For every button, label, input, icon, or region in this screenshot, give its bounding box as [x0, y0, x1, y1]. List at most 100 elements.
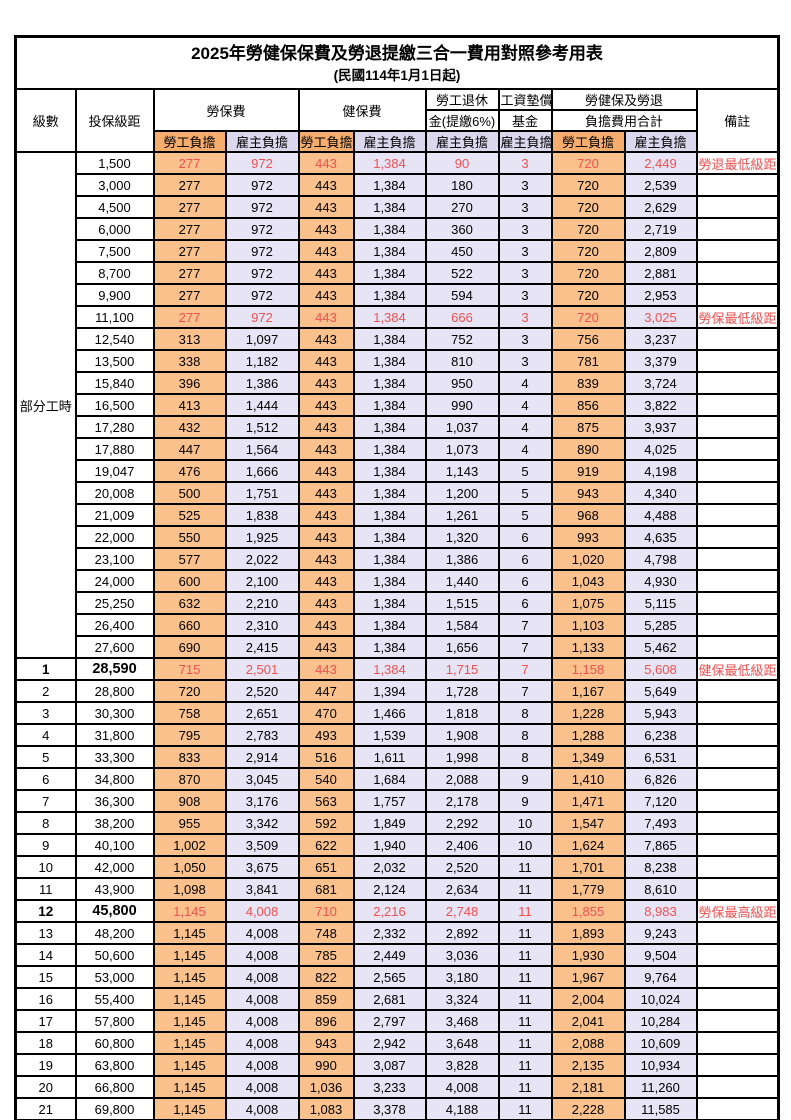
table-row: 4 31,800 795 2,783 493 1,539 1,908 8 1,288 6,238: [14, 723, 780, 747]
health-employer-cell: 1,384: [352, 657, 427, 681]
pension-employer-cell: 594: [424, 283, 500, 307]
labor-employee-cell: 396: [152, 371, 227, 395]
total-employee-cell: 1,410: [550, 767, 626, 791]
total-employer-cell: 6,238: [623, 723, 698, 747]
table-row: 18 60,800 1,145 4,008 943 2,942 3,648 11 2,088 10…: [14, 1031, 780, 1055]
header-bracket: 投保級距: [74, 88, 155, 153]
health-employer-cell: 1,757: [352, 789, 427, 813]
level-cell: 12: [14, 899, 77, 923]
labor-employer-cell: 1,666: [224, 459, 300, 483]
health-employee-cell: 443: [297, 437, 355, 461]
health-employer-cell: 2,332: [352, 921, 427, 945]
bracket-cell: 28,800: [74, 679, 155, 703]
pension-employer-cell: 2,088: [424, 767, 500, 791]
pension-employer-cell: 1,261: [424, 503, 500, 527]
header-wage-fund-line1: 工資墊償: [497, 88, 553, 111]
total-employer-cell: 8,610: [623, 877, 698, 901]
health-employee-cell: 443: [297, 371, 355, 395]
remark-cell: [695, 943, 780, 967]
total-employee-cell: 993: [550, 525, 626, 549]
bracket-cell: 66,800: [74, 1075, 155, 1099]
health-employer-cell: 2,449: [352, 943, 427, 967]
remark-cell: [695, 261, 780, 285]
total-employer-cell: 10,024: [623, 987, 698, 1011]
labor-employer-cell: 4,008: [224, 1075, 300, 1099]
total-employee-cell: 2,041: [550, 1009, 626, 1033]
bracket-cell: 20,008: [74, 481, 155, 505]
wage-fund-employer-cell: 7: [497, 613, 553, 637]
wage-fund-employer-cell: 7: [497, 635, 553, 659]
pension-employer-cell: 990: [424, 393, 500, 417]
health-employee-cell: 748: [297, 921, 355, 945]
labor-employer-cell: 3,342: [224, 811, 300, 835]
health-employee-cell: 540: [297, 767, 355, 791]
remark-cell: [695, 877, 780, 901]
labor-employee-cell: 1,145: [152, 1009, 227, 1033]
table-row: 23,100 577 2,022 443 1,384 1,386 6 1,020 4,798: [16, 547, 780, 571]
wage-fund-employer-cell: 4: [497, 371, 553, 395]
total-employee-cell: 1,020: [550, 547, 626, 571]
level-cell: 6: [14, 767, 77, 791]
total-employee-cell: 2,228: [550, 1097, 626, 1120]
table-row: 9 40,100 1,002 3,509 622 1,940 2,406 10 1,624 7,8…: [14, 833, 780, 857]
total-employer-cell: 7,120: [623, 789, 698, 813]
labor-employee-cell: 660: [152, 613, 227, 637]
total-employee-cell: 1,075: [550, 591, 626, 615]
health-employee-cell: 443: [297, 261, 355, 285]
total-employer-cell: 4,198: [623, 459, 698, 483]
bracket-cell: 23,100: [74, 547, 155, 571]
table-row: 13 48,200 1,145 4,008 748 2,332 2,892 11 1,893 9,…: [14, 921, 780, 945]
pension-employer-cell: 3,648: [424, 1031, 500, 1055]
wage-fund-employer-cell: 8: [497, 701, 553, 725]
remark-cell: [695, 833, 780, 857]
health-employer-cell: 1,384: [352, 591, 427, 615]
total-employee-cell: 1,158: [550, 657, 626, 681]
total-employer-cell: 6,826: [623, 767, 698, 791]
total-employer-cell: 6,531: [623, 745, 698, 769]
total-employee-cell: 1,133: [550, 635, 626, 659]
remark-cell: [695, 811, 780, 835]
total-employer-cell: 9,764: [623, 965, 698, 989]
labor-employee-cell: 432: [152, 415, 227, 439]
total-employee-cell: 1,228: [550, 701, 626, 725]
labor-employer-cell: 4,008: [224, 1097, 300, 1120]
health-employer-cell: 1,384: [352, 283, 427, 307]
table-row: 20 66,800 1,145 4,008 1,036 3,233 4,008 11 2,181…: [14, 1075, 780, 1099]
labor-employer-cell: 3,841: [224, 877, 300, 901]
header-labor-employer: 雇主負擔: [224, 130, 300, 153]
table-row: 3 30,300 758 2,651 470 1,466 1,818 8 1,228 5,943: [14, 701, 780, 725]
bracket-cell: 12,540: [74, 327, 155, 351]
total-employer-cell: 10,934: [623, 1053, 698, 1077]
health-employer-cell: 2,942: [352, 1031, 427, 1055]
table-row: 9,900 277 972 443 1,384 594 3 720 2,953: [16, 283, 780, 307]
remark-cell: [695, 393, 780, 417]
total-employer-cell: 7,865: [623, 833, 698, 857]
total-employer-cell: 2,809: [623, 239, 698, 263]
health-employer-cell: 1,384: [352, 151, 427, 175]
total-employer-cell: 5,649: [623, 679, 698, 703]
header-level: 級數: [14, 88, 77, 153]
labor-employee-cell: 758: [152, 701, 227, 725]
labor-employer-cell: 972: [224, 261, 300, 285]
pension-employer-cell: 3,828: [424, 1053, 500, 1077]
wage-fund-employer-cell: 6: [497, 569, 553, 593]
wage-fund-employer-cell: 11: [497, 877, 553, 901]
total-employer-cell: 2,539: [623, 173, 698, 197]
pension-employer-cell: 1,584: [424, 613, 500, 637]
header-total-line1: 勞健保及勞退: [550, 88, 698, 111]
bracket-cell: 36,300: [74, 789, 155, 813]
bracket-cell: 50,600: [74, 943, 155, 967]
labor-employer-cell: 972: [224, 195, 300, 219]
total-employer-cell: 3,237: [623, 327, 698, 351]
table-row: 5 33,300 833 2,914 516 1,611 1,998 8 1,349 6,531: [14, 745, 780, 769]
table-row: 11,100 277 972 443 1,384 666 3 720 3,025 勞保最低級距: [16, 305, 780, 329]
health-employee-cell: 443: [297, 349, 355, 373]
wage-fund-employer-cell: 9: [497, 767, 553, 791]
health-employee-cell: 470: [297, 701, 355, 725]
header-labor-employee: 勞工負擔: [152, 130, 227, 153]
labor-employee-cell: 1,145: [152, 987, 227, 1011]
pension-employer-cell: 1,440: [424, 569, 500, 593]
total-employer-cell: 8,983: [623, 899, 698, 923]
health-employer-cell: 1,384: [352, 393, 427, 417]
total-employer-cell: 2,719: [623, 217, 698, 241]
